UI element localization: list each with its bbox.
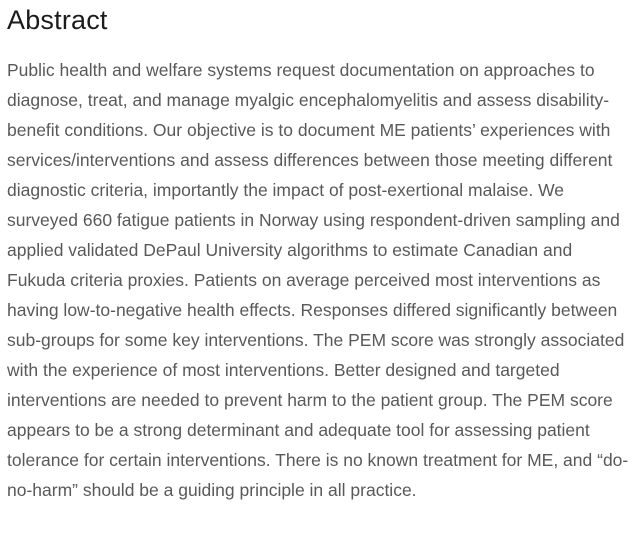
abstract-heading: Abstract [7, 5, 108, 35]
abstract-body-text: Public health and welfare systems reques… [7, 60, 629, 500]
